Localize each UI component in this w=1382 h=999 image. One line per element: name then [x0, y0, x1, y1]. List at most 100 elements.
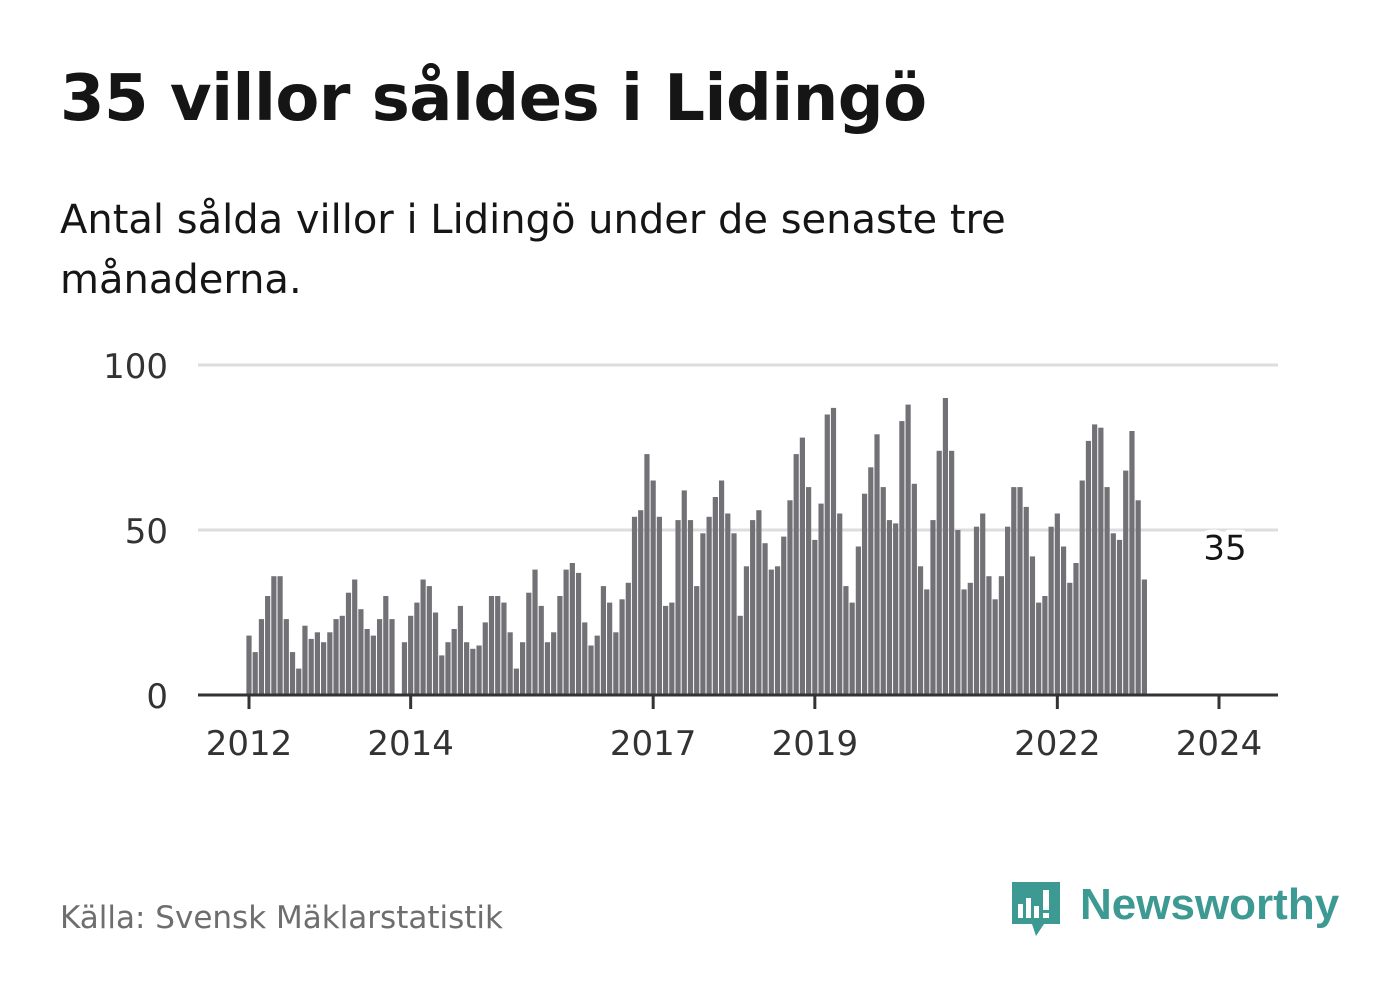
bar: [271, 576, 277, 695]
bar-chart: 0 50 100 2012 2014 2017 2019 2022 2024 35: [103, 347, 1278, 764]
bar: [600, 586, 607, 695]
bar: [949, 450, 955, 695]
bar: [706, 516, 712, 695]
bar: [464, 642, 470, 695]
bar: [638, 510, 644, 695]
bar: [998, 576, 1004, 695]
bar: [762, 543, 768, 695]
bar: [370, 635, 376, 695]
bar: [607, 602, 613, 695]
bar: [339, 615, 345, 695]
bar: [1067, 582, 1073, 695]
bar: [830, 407, 837, 695]
bar: [793, 454, 799, 695]
bar: [426, 586, 432, 695]
bar: [470, 648, 476, 695]
bar: [712, 497, 718, 695]
bar: [408, 615, 414, 695]
bar: [781, 536, 787, 695]
bar: [588, 645, 594, 695]
bar: [557, 596, 563, 695]
bar: [283, 619, 289, 695]
bar: [837, 513, 843, 695]
value-annotation: 35: [1203, 529, 1246, 569]
bar: [538, 605, 544, 695]
bar: [1129, 431, 1135, 695]
y-gridlines: [198, 363, 1278, 532]
bar: [1085, 440, 1092, 695]
bar: [675, 520, 681, 695]
bar: [1011, 487, 1017, 695]
x-tick-label: 2012: [206, 724, 293, 764]
bar: [519, 642, 526, 695]
bar: [905, 404, 911, 695]
bar: [849, 602, 855, 695]
y-tick-label: 0: [146, 677, 168, 717]
bar: [663, 605, 669, 695]
annotation: 35: [1198, 524, 1251, 574]
bar: [563, 569, 569, 695]
bar: [401, 642, 408, 695]
bar: [1017, 487, 1023, 695]
bar: [352, 579, 358, 695]
bar: [1073, 563, 1079, 695]
bar: [669, 602, 675, 695]
bar: [376, 619, 383, 695]
bar: [899, 421, 905, 695]
x-tick-label: 2014: [367, 724, 454, 764]
bar: [980, 513, 986, 695]
bar: [986, 576, 992, 695]
source-note: Källa: Svensk Mäklarstatistik: [60, 900, 503, 936]
bar: [893, 523, 899, 695]
bar: [532, 569, 538, 695]
bar: [457, 605, 464, 695]
bar: [1098, 427, 1104, 695]
bar: [1060, 546, 1067, 695]
bar: [942, 398, 949, 695]
axis-labels: 0 50 100 2012 2014 2017 2019 2022 2024: [103, 347, 1262, 764]
bar: [289, 652, 296, 695]
bar: [507, 632, 513, 695]
bar: [731, 533, 737, 695]
bar: [656, 516, 662, 695]
bar: [1036, 602, 1042, 695]
bar: [569, 563, 575, 695]
bar: [277, 576, 283, 695]
y-tick-label: 50: [125, 512, 168, 552]
bar: [327, 632, 333, 695]
bar: [1123, 470, 1129, 695]
bar: [488, 596, 495, 695]
bar: [314, 632, 320, 695]
bar: [855, 546, 861, 695]
bar: [725, 513, 731, 695]
bar: [973, 526, 980, 695]
bar: [917, 566, 924, 695]
bar: [619, 599, 625, 695]
bar: [1092, 424, 1098, 695]
chart-title: 35 villor såldes i Lidingö: [60, 62, 927, 136]
bar: [383, 596, 389, 695]
bar: [445, 642, 451, 695]
bar: [1042, 596, 1048, 695]
bar: [296, 668, 302, 695]
brand-name: Newsworthy: [1080, 880, 1340, 929]
x-tick-label: 2022: [1014, 724, 1101, 764]
chart-subtitle: Antal sålda villor i Lidingö under de se…: [60, 197, 1006, 303]
bar: [787, 500, 793, 695]
bar: [961, 589, 967, 695]
x-tick-label: 2017: [610, 724, 697, 764]
bar: [414, 602, 420, 695]
bar: [451, 629, 457, 695]
bar: [1104, 487, 1110, 695]
bar: [1023, 506, 1029, 695]
y-tick-label: 100: [103, 347, 168, 387]
bar: [1110, 533, 1116, 695]
bar: [582, 622, 588, 695]
bar: [750, 520, 756, 695]
bar: [924, 589, 930, 695]
bar: [911, 483, 917, 695]
bar: [358, 609, 364, 695]
bar: [756, 510, 762, 695]
bar: [868, 467, 874, 695]
x-tick-label: 2019: [772, 724, 859, 764]
